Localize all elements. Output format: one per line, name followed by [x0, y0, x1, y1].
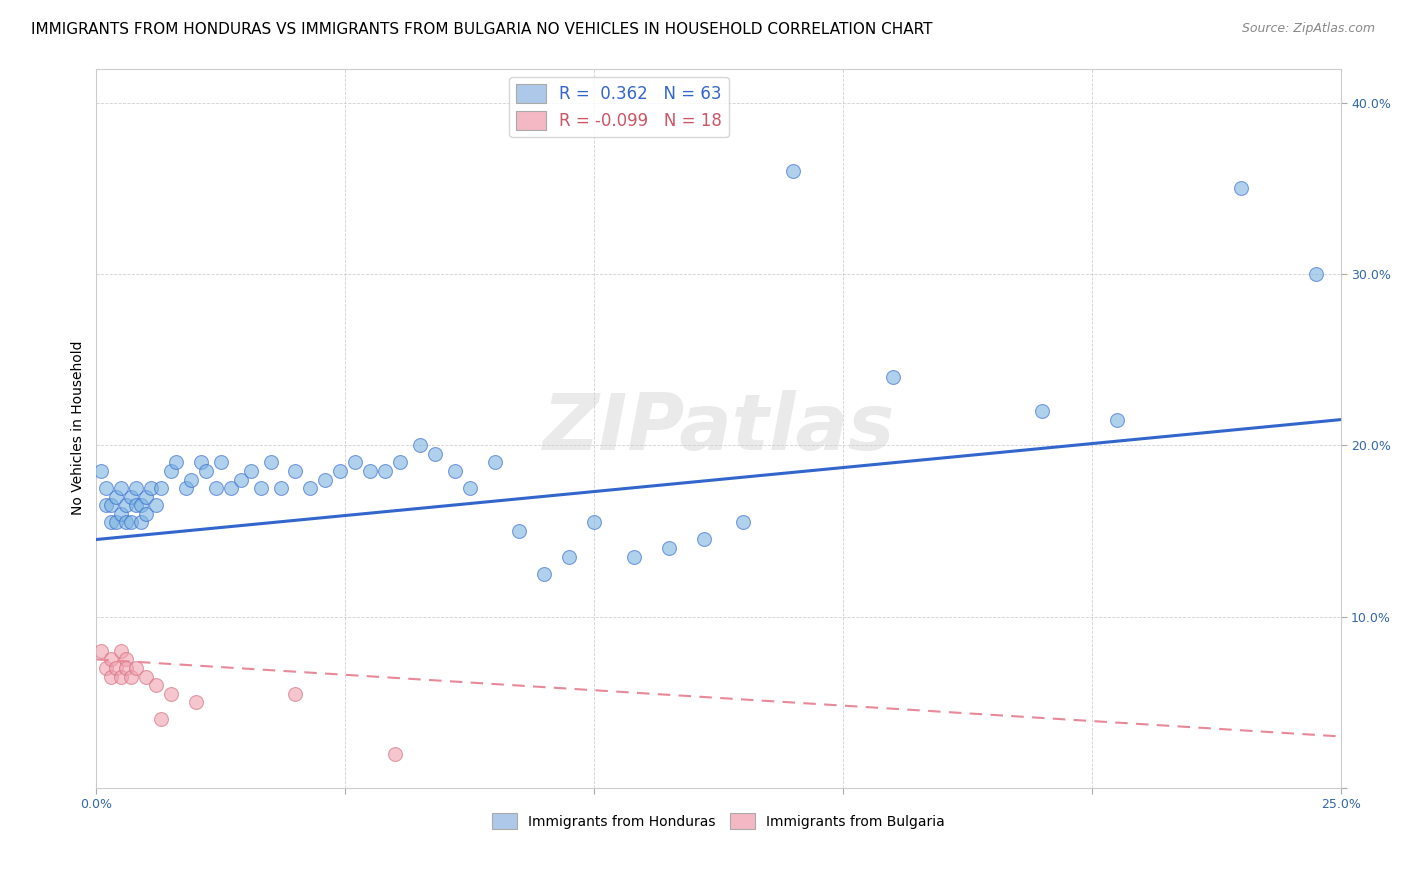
Point: [190, 455, 212, 469]
Point: [120, 669, 142, 683]
Point: [115, 652, 138, 666]
Point: [1105, 412, 1128, 426]
Point: [145, 498, 167, 512]
Point: [135, 669, 157, 683]
Point: [160, 687, 183, 701]
Point: [374, 464, 396, 478]
Point: [145, 678, 167, 692]
Point: [1031, 404, 1053, 418]
Point: [115, 661, 138, 675]
Point: [388, 455, 411, 469]
Point: [270, 481, 292, 495]
Point: [100, 516, 122, 530]
Point: [110, 507, 132, 521]
Point: [458, 481, 481, 495]
Point: [623, 549, 645, 564]
Point: [115, 498, 138, 512]
Point: [96, 498, 118, 512]
Point: [423, 447, 446, 461]
Point: [110, 644, 132, 658]
Point: [384, 747, 406, 761]
Point: [204, 481, 226, 495]
Point: [299, 481, 322, 495]
Point: [284, 464, 307, 478]
Point: [135, 490, 157, 504]
Point: [115, 516, 138, 530]
Point: [692, 533, 714, 547]
Point: [443, 464, 465, 478]
Point: [100, 498, 122, 512]
Point: [209, 455, 232, 469]
Text: Source: ZipAtlas.com: Source: ZipAtlas.com: [1241, 22, 1375, 36]
Point: [150, 712, 173, 726]
Point: [1230, 181, 1253, 195]
Point: [105, 661, 128, 675]
Point: [533, 566, 555, 581]
Point: [174, 481, 197, 495]
Point: [508, 524, 530, 538]
Point: [484, 455, 506, 469]
Point: [129, 516, 152, 530]
Point: [129, 498, 152, 512]
Point: [120, 516, 142, 530]
Point: [239, 464, 262, 478]
Point: [733, 516, 755, 530]
Point: [409, 438, 432, 452]
Point: [359, 464, 381, 478]
Point: [135, 507, 157, 521]
Point: [180, 473, 202, 487]
Text: ZIPatlas: ZIPatlas: [543, 390, 894, 467]
Point: [105, 490, 128, 504]
Point: [110, 481, 132, 495]
Point: [882, 369, 904, 384]
Text: IMMIGRANTS FROM HONDURAS VS IMMIGRANTS FROM BULGARIA NO VEHICLES IN HOUSEHOLD CO: IMMIGRANTS FROM HONDURAS VS IMMIGRANTS F…: [31, 22, 932, 37]
Point: [184, 695, 207, 709]
Point: [165, 455, 187, 469]
Point: [344, 455, 367, 469]
Point: [219, 481, 242, 495]
Point: [90, 644, 112, 658]
Point: [259, 455, 281, 469]
Point: [96, 661, 118, 675]
Point: [110, 669, 132, 683]
Point: [314, 473, 336, 487]
Point: [125, 661, 148, 675]
Point: [782, 164, 804, 178]
Point: [150, 481, 173, 495]
Point: [658, 541, 681, 555]
Legend: Immigrants from Honduras, Immigrants from Bulgaria: Immigrants from Honduras, Immigrants fro…: [486, 807, 950, 835]
Point: [105, 516, 128, 530]
Y-axis label: No Vehicles in Household: No Vehicles in Household: [72, 341, 86, 516]
Point: [160, 464, 183, 478]
Point: [100, 652, 122, 666]
Point: [229, 473, 252, 487]
Point: [125, 481, 148, 495]
Point: [194, 464, 217, 478]
Point: [90, 464, 112, 478]
Point: [558, 549, 581, 564]
Point: [139, 481, 162, 495]
Point: [100, 669, 122, 683]
Point: [583, 516, 606, 530]
Point: [284, 687, 307, 701]
Point: [329, 464, 352, 478]
Point: [125, 498, 148, 512]
Point: [120, 490, 142, 504]
Point: [1305, 267, 1327, 281]
Point: [249, 481, 271, 495]
Point: [96, 481, 118, 495]
